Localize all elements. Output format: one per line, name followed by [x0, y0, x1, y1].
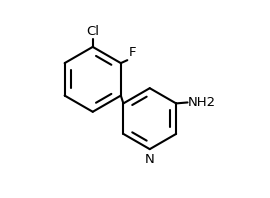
Text: Cl: Cl — [86, 26, 99, 38]
Text: NH2: NH2 — [188, 96, 216, 109]
Text: N: N — [145, 153, 155, 167]
Text: F: F — [129, 46, 136, 59]
